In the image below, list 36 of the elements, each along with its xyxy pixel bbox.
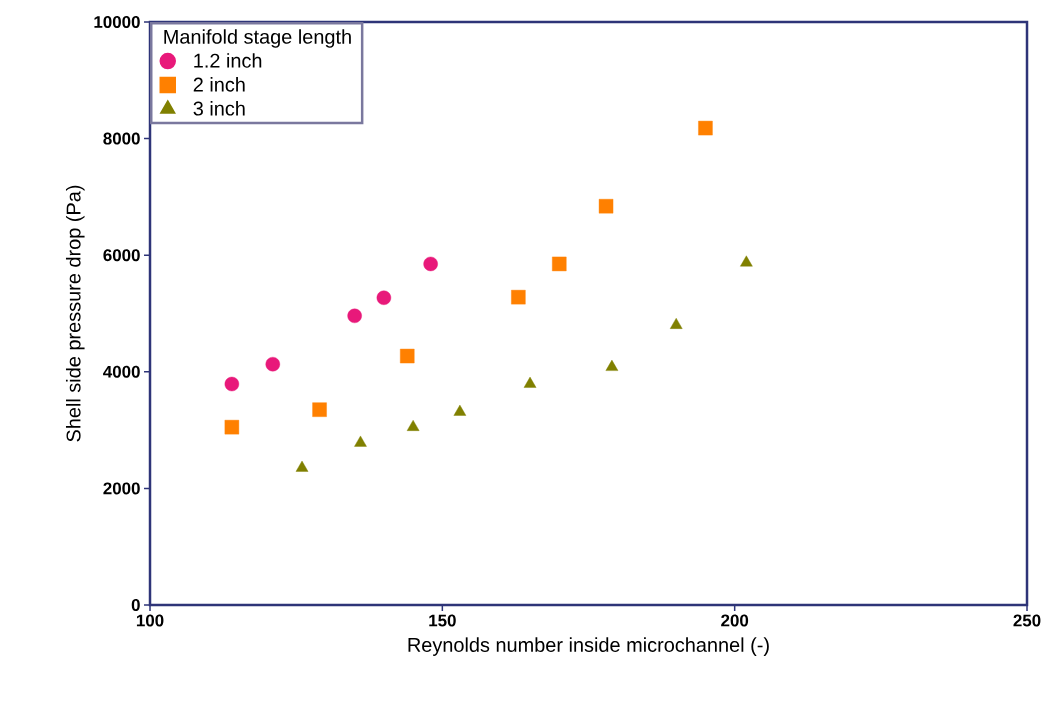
legend-label: 1.2 inch bbox=[194, 53, 262, 68]
legend-title: Manifold stage length bbox=[164, 29, 351, 48]
point bbox=[740, 255, 753, 267]
point bbox=[605, 359, 619, 371]
x-tick-label: 250 bbox=[1013, 614, 1041, 627]
y-tick-label: 2000 bbox=[103, 482, 140, 495]
point bbox=[224, 376, 240, 392]
point bbox=[295, 460, 309, 472]
y-tick-label: 10000 bbox=[94, 15, 140, 28]
legend-label: 3 inch bbox=[193, 100, 245, 116]
legend-label: 2 inch bbox=[193, 77, 245, 92]
point bbox=[376, 290, 392, 305]
point bbox=[453, 404, 467, 416]
x-tick-label: 200 bbox=[721, 614, 749, 627]
y-axis-title: Shell side pressure drop (Pa) bbox=[65, 185, 85, 442]
point bbox=[354, 435, 367, 447]
x-axis-title: Reynolds number inside microchannel (-) bbox=[408, 637, 769, 656]
point bbox=[511, 289, 526, 305]
x-tick-label: 150 bbox=[429, 614, 456, 627]
y-tick-label: 0 bbox=[131, 598, 140, 611]
point bbox=[598, 199, 614, 214]
point bbox=[423, 256, 438, 272]
point bbox=[406, 419, 420, 431]
point bbox=[400, 348, 415, 364]
point bbox=[669, 317, 683, 329]
point bbox=[552, 256, 567, 272]
point bbox=[224, 419, 240, 435]
y-tick-label: 6000 bbox=[103, 249, 140, 262]
x-tick-label: 100 bbox=[136, 614, 164, 627]
point bbox=[698, 120, 713, 136]
point bbox=[312, 402, 327, 417]
point bbox=[265, 357, 280, 372]
y-tick-label: 4000 bbox=[103, 365, 140, 378]
point bbox=[523, 376, 537, 388]
y-tick-label: 8000 bbox=[103, 132, 140, 145]
point bbox=[347, 308, 362, 324]
